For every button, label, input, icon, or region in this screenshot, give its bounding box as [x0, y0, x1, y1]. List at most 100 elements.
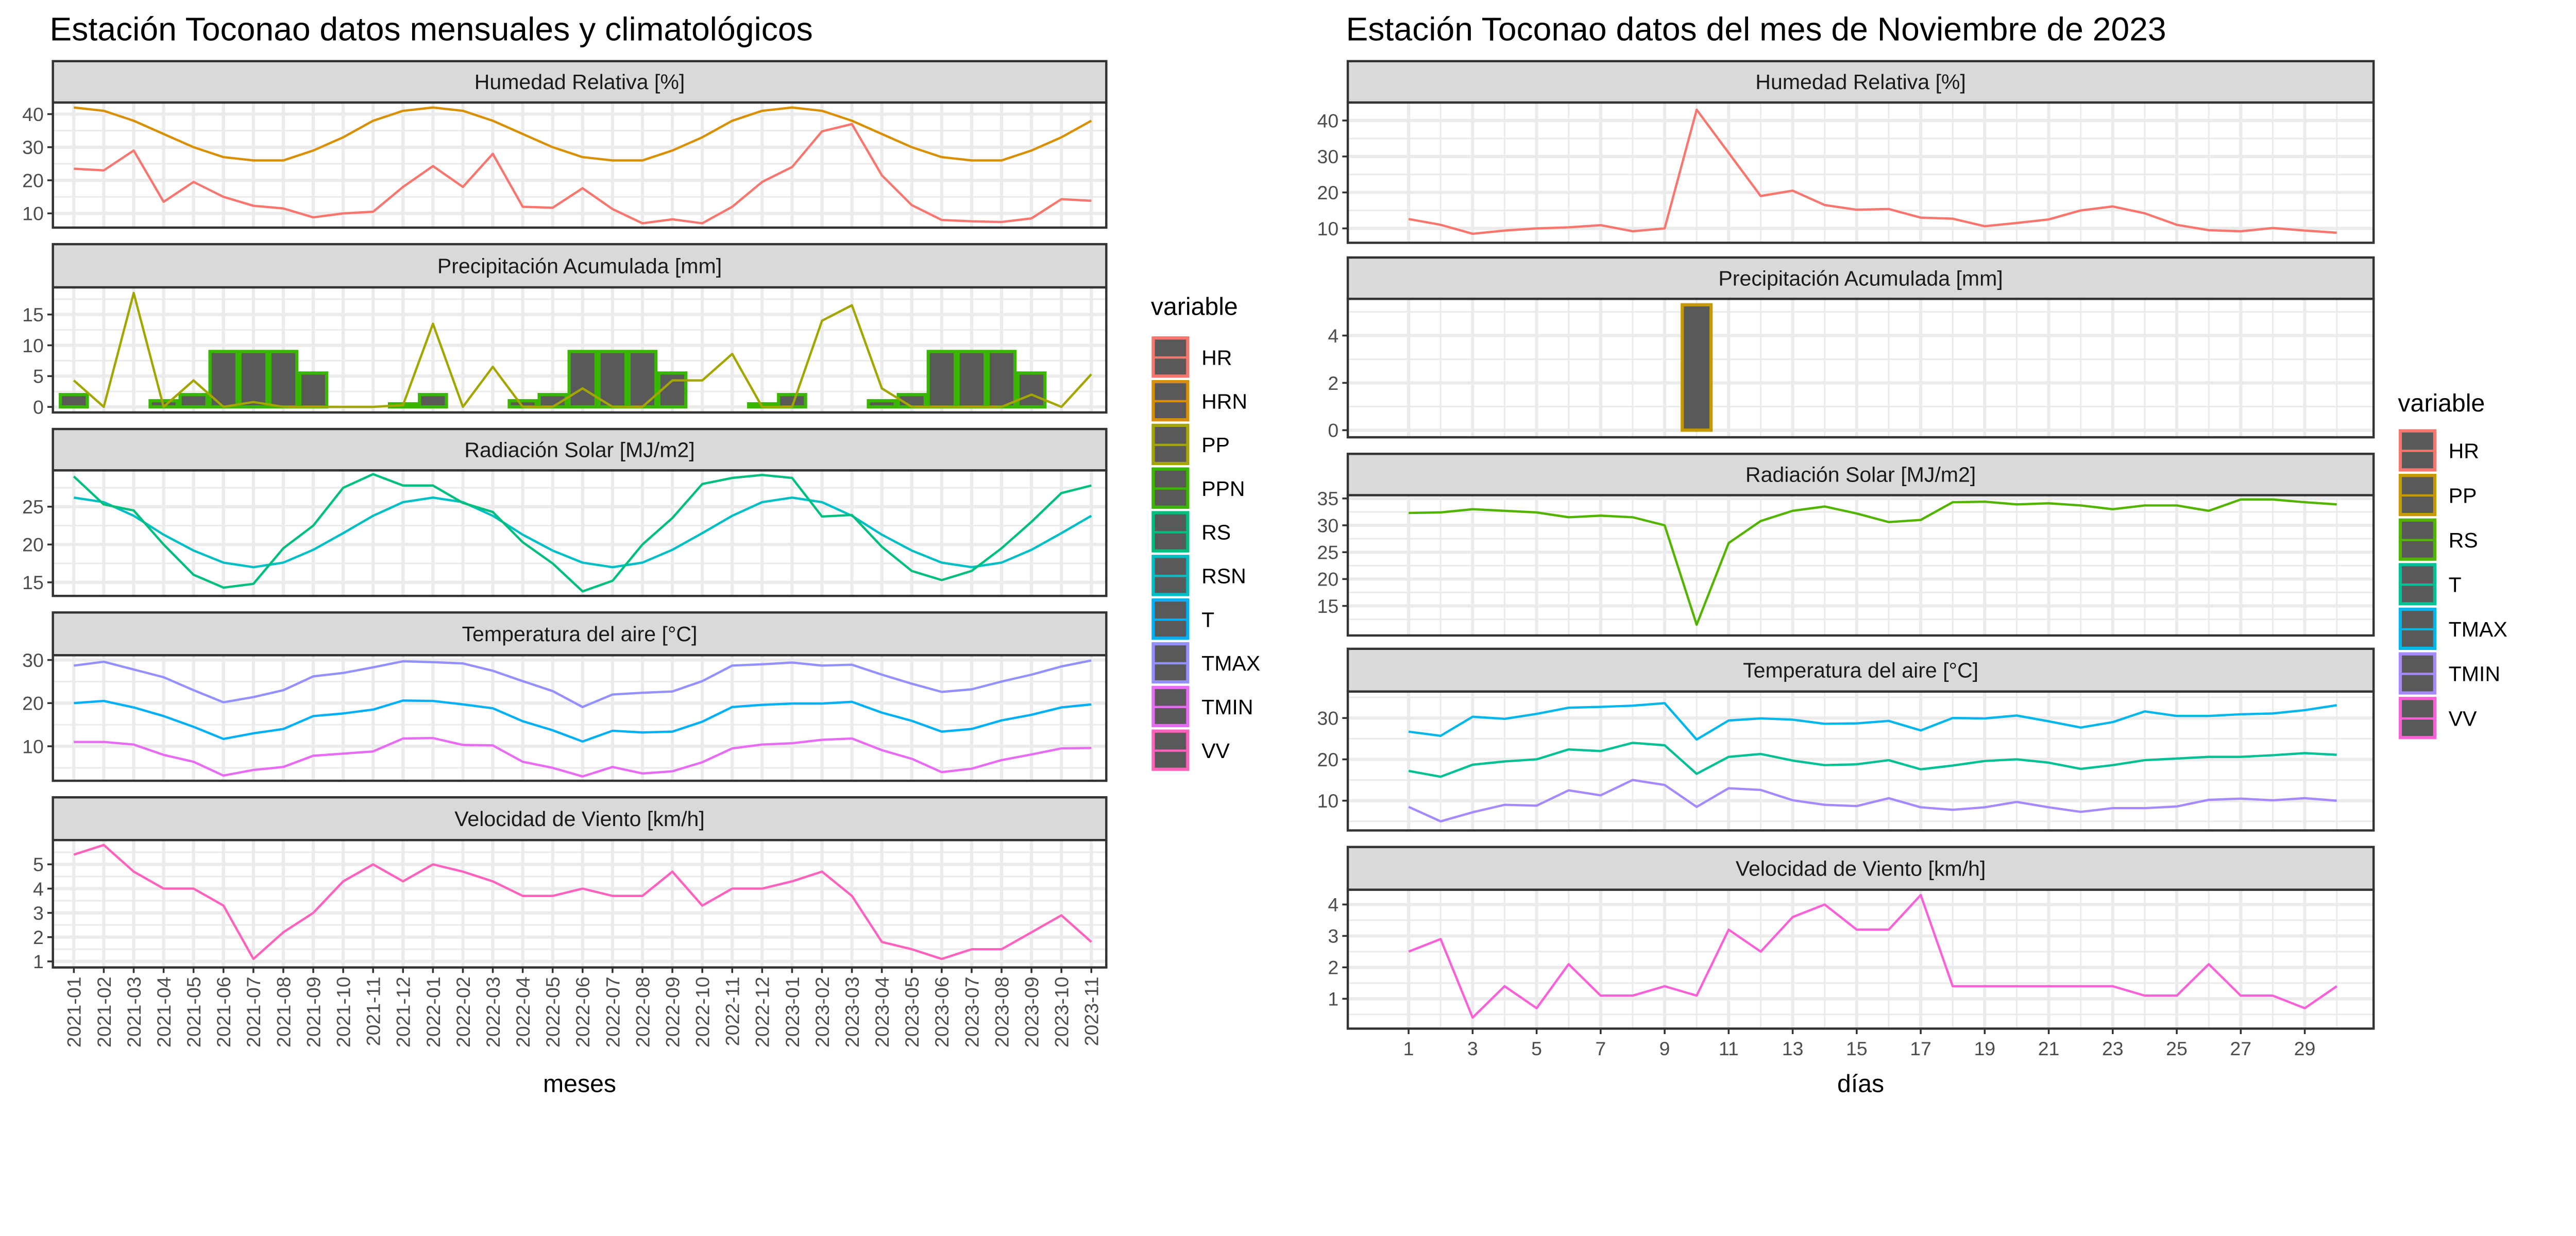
x-tick-label: 25 — [2166, 1038, 2188, 1059]
legend-item-ppn: PPN — [1151, 467, 1245, 509]
daily-chart: Estación Toconao datos del mes de Noviem… — [1317, 11, 2507, 1098]
plot-background — [53, 840, 1107, 968]
x-tick-label: 2021-08 — [273, 976, 294, 1048]
strip-label: Precipitación Acumulada [mm] — [1718, 266, 2003, 290]
chart-title: Estación Toconao datos mensuales y clima… — [49, 11, 812, 48]
series-line-tmax — [74, 659, 1092, 709]
strip-background — [1346, 256, 2375, 300]
panel-border — [1346, 690, 2375, 832]
legend-label: HRN — [1201, 389, 1247, 413]
y-tick-label: 15 — [1317, 595, 1338, 617]
bar-ppn — [298, 371, 329, 409]
y-tick-label: 25 — [1317, 542, 1338, 563]
legend-label: HR — [2449, 439, 2479, 463]
y-tick-label: 5 — [33, 366, 44, 387]
series-line-hr — [74, 123, 1092, 225]
strip-label: Humedad Relativa [%] — [474, 70, 685, 94]
x-axis-title: días — [1837, 1070, 1884, 1098]
y-tick-label: 10 — [22, 203, 44, 225]
bar-ppn — [1016, 371, 1047, 409]
legend-item-hr: HR — [1151, 336, 1232, 378]
legend-label: TMIN — [2449, 662, 2500, 686]
y-tick-label: 20 — [1317, 182, 1338, 203]
legend-item-tmin: TMIN — [1151, 685, 1253, 728]
bar-ppn — [268, 350, 299, 409]
x-tick-label: 11 — [1719, 1038, 1739, 1059]
plot-background — [53, 655, 1107, 781]
y-tick-label: 10 — [1317, 790, 1338, 812]
y-tick-label: 20 — [1317, 569, 1338, 590]
y-tick-label: 40 — [1317, 110, 1338, 131]
legend-item-rs: RS — [1151, 511, 1231, 553]
x-tick-label: 2023-04 — [871, 976, 893, 1048]
x-tick-label: 19 — [1974, 1038, 1995, 1059]
x-tick-label: 21 — [2038, 1038, 2060, 1059]
panel-1: Humedad Relativa [%] 10 20 30 40 — [1317, 60, 2375, 244]
legend-item-vv: VV — [1151, 729, 1230, 771]
plot-background — [1348, 889, 2374, 1029]
x-tick-label: 2022-06 — [572, 976, 594, 1048]
strip-label: Velocidad de Viento [km/h] — [454, 807, 704, 831]
series-line-t — [74, 699, 1092, 743]
series-line-rs — [73, 473, 1092, 593]
y-tick-label: 2 — [1328, 372, 1338, 394]
x-axis-title: meses — [543, 1070, 616, 1098]
panel-2: Precipitación Acumulada [mm] 0 5 10 15 — [22, 243, 1108, 418]
strip-background — [52, 611, 1108, 657]
legend-label: RS — [2449, 528, 2478, 552]
x-tick-label: 23 — [2102, 1038, 2124, 1059]
x-tick-label: 2021-04 — [153, 976, 175, 1048]
panel-3: Radiación Solar [MJ/m2] 15 20 25 — [22, 427, 1108, 597]
panel-border — [52, 839, 1108, 969]
panel-2: Precipitación Acumulada [mm] 0 2 4 — [1328, 256, 2375, 441]
panel-1: Humedad Relativa [%] 10 20 30 40 — [22, 60, 1108, 229]
strip-label: Radiación Solar [MJ/m2] — [464, 438, 694, 461]
legend-item-t: T — [2398, 563, 2462, 606]
y-tick-label: 20 — [22, 169, 44, 191]
legend-label: TMAX — [1201, 651, 1260, 675]
plot-background — [53, 102, 1107, 228]
y-tick-label: 40 — [22, 104, 44, 125]
panel-border — [1346, 494, 2375, 637]
legend-item-pp: PP — [2398, 474, 2477, 517]
x-tick-label: 2023-09 — [1021, 976, 1042, 1048]
x-tick-label: 2022-07 — [602, 976, 623, 1048]
legend-label: VV — [1201, 739, 1230, 763]
series-line-rsn — [73, 496, 1092, 569]
x-tick-label: 2023-11 — [1081, 976, 1103, 1046]
y-tick-label: 30 — [22, 136, 44, 158]
bar-ppn — [657, 371, 688, 409]
panel-border — [52, 469, 1108, 597]
y-tick-label: 30 — [1317, 146, 1338, 167]
x-tick-label: 2022-09 — [662, 976, 683, 1048]
x-tick-label: 2022-01 — [422, 976, 444, 1048]
legend-item-vv: VV — [2398, 697, 2477, 740]
strip-label: Radiación Solar [MJ/m2] — [1745, 463, 1976, 487]
legend-item-hr: HR — [2398, 429, 2479, 472]
panel-border — [1346, 298, 2375, 439]
x-tick-label: 2023-01 — [782, 976, 803, 1048]
x-tick-label: 29 — [2294, 1038, 2316, 1059]
series-line-tmax — [1408, 702, 2337, 741]
x-tick-label: 2022-02 — [452, 976, 474, 1048]
bar-ppn — [567, 350, 598, 409]
x-tick-label: 2023-08 — [991, 976, 1012, 1048]
x-tick-label: 2021-07 — [243, 976, 264, 1048]
plot-background — [1348, 102, 2374, 243]
y-tick-label: 4 — [1328, 325, 1338, 347]
strip-label: Velocidad de Viento [km/h] — [1736, 856, 1986, 880]
x-tick-label: 2021-10 — [333, 976, 354, 1048]
x-tick-label: 7 — [1595, 1038, 1606, 1059]
y-tick-label: 10 — [22, 335, 44, 356]
strip-background — [52, 60, 1108, 104]
y-tick-label: 0 — [33, 397, 44, 418]
bar-ppn — [418, 393, 448, 409]
x-tick-label: 2021-05 — [183, 976, 205, 1048]
legend-label: TMIN — [1201, 695, 1253, 719]
panel-border — [52, 101, 1108, 229]
x-tick-label: 1 — [1403, 1038, 1414, 1059]
panel-4: Temperatura del aire [°C] 10 20 30 — [22, 611, 1108, 782]
series-line-tmin — [1408, 779, 2337, 823]
x-tick-label: 2022-11 — [722, 976, 743, 1046]
